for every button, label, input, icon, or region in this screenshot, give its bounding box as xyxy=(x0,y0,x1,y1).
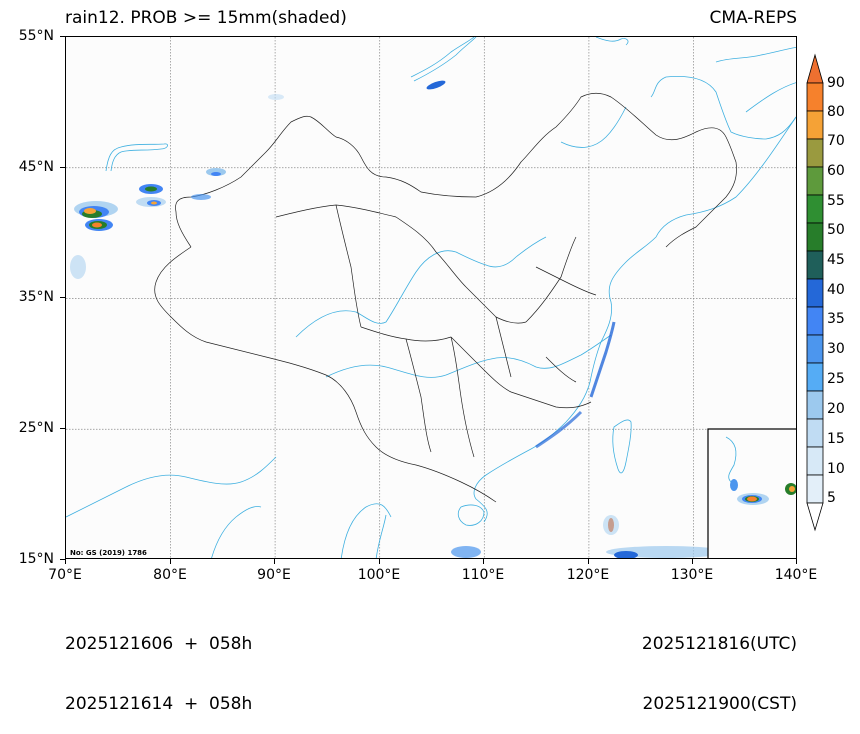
init-time-utc: 2025121606 + 058h xyxy=(65,634,253,654)
colorbar-label: 35 xyxy=(827,311,845,327)
probability-shading xyxy=(70,80,726,558)
colorbar-label: 70 xyxy=(827,133,845,149)
colorbar-label: 80 xyxy=(827,104,845,120)
colorbar-label: 90 xyxy=(827,75,845,91)
init-time-block: 2025121606 + 058h 2025121614 + 058h xyxy=(65,594,252,734)
y-label-25n: 25°N xyxy=(18,420,54,436)
colorbar-label: 60 xyxy=(827,163,845,179)
x-label-110e: 110°E xyxy=(461,567,505,583)
south-china-sea-inset xyxy=(707,428,796,558)
gridlines xyxy=(66,37,796,558)
x-tick xyxy=(692,559,693,564)
map-panel: No: GS (2019) 1786 xyxy=(65,36,797,559)
x-tick xyxy=(170,559,171,564)
coastlines xyxy=(66,37,796,558)
colorbar-label: 55 xyxy=(827,193,845,209)
colorbar-label: 30 xyxy=(827,341,845,357)
y-tick xyxy=(60,428,65,429)
colorbar-label: 5 xyxy=(827,490,836,506)
valid-time-block: 2025121816(UTC) 2025121900(CST) xyxy=(642,594,797,734)
x-label-120e: 120°E xyxy=(566,567,610,583)
colorbar-label: 10 xyxy=(827,461,845,477)
x-label-140e: 140°E xyxy=(774,567,818,583)
colorbar-under-arrow xyxy=(806,502,824,532)
colorbar xyxy=(806,53,824,532)
colorbar-label: 25 xyxy=(827,371,845,387)
y-tick xyxy=(60,559,65,560)
colorbar-label: 15 xyxy=(827,431,845,447)
y-tick xyxy=(60,297,65,298)
colorbar-label: 45 xyxy=(827,252,845,268)
valid-time-cst: 2025121900(CST) xyxy=(642,694,797,714)
colorbar-over-arrow xyxy=(806,53,824,84)
map-title: rain12. PROB >= 15mm(shaded) xyxy=(65,8,347,28)
x-label-130e: 130°E xyxy=(670,567,714,583)
x-tick xyxy=(588,559,589,564)
colorbar-label: 20 xyxy=(827,401,845,417)
admin-borders xyxy=(154,92,737,503)
init-time-cst: 2025121614 + 058h xyxy=(65,694,253,714)
x-label-80e: 80°E xyxy=(153,567,187,583)
valid-time-utc: 2025121816(UTC) xyxy=(641,634,797,654)
x-tick xyxy=(274,559,275,564)
y-label-15n: 15°N xyxy=(18,551,54,567)
map-canvas xyxy=(66,37,796,558)
x-label-70e: 70°E xyxy=(48,567,82,583)
x-tick xyxy=(65,559,66,564)
y-tick xyxy=(60,167,65,168)
x-tick xyxy=(796,559,797,564)
y-label-45n: 45°N xyxy=(18,159,54,175)
y-label-35n: 35°N xyxy=(18,289,54,305)
y-label-55n: 55°N xyxy=(18,28,54,44)
map-approval-number: No: GS (2019) 1786 xyxy=(70,549,147,557)
colorbar-label: 40 xyxy=(827,282,845,298)
model-name: CMA-REPS xyxy=(709,8,797,28)
colorbar-label: 50 xyxy=(827,222,845,238)
x-tick xyxy=(379,559,380,564)
y-tick xyxy=(60,36,65,37)
x-label-100e: 100°E xyxy=(357,567,401,583)
x-tick xyxy=(483,559,484,564)
x-label-90e: 90°E xyxy=(257,567,291,583)
